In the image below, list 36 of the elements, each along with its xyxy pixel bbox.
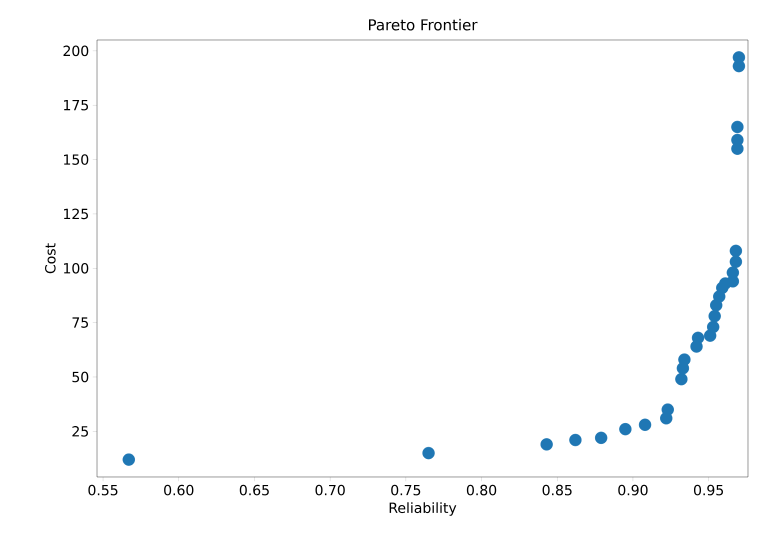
point (692, 332, 704, 344)
x-tick-label: 0.65 (240, 484, 269, 496)
point (122, 453, 135, 466)
point (569, 434, 582, 446)
point (594, 432, 608, 444)
x-tick-label: 0.70 (315, 484, 345, 496)
y-axis-title: Cost (45, 243, 56, 274)
x-axis-title: Reliability (390, 502, 456, 516)
y-tick-label: 150 (64, 154, 88, 165)
y-tick-label: 25 (72, 426, 88, 437)
point (706, 320, 720, 334)
chart-title: Pareto Frontier (369, 18, 478, 30)
point (619, 422, 632, 436)
point (638, 418, 652, 432)
y-tick-label: 200 (64, 46, 88, 56)
point (662, 403, 674, 416)
x-tick-label: 0.90 (618, 484, 648, 496)
point (540, 438, 553, 451)
point (730, 244, 742, 258)
y-tick-label: 125 (64, 208, 88, 220)
x-tick-label: 0.60 (164, 484, 194, 496)
x-tick-label: 0.85 (542, 484, 572, 496)
point (675, 372, 688, 386)
y-tick-label: 50 (72, 372, 88, 382)
x-tick-label: 0.55 (88, 484, 118, 496)
y-tick-label: 175 (64, 100, 88, 110)
point (731, 120, 744, 134)
x-tick-label: 0.95 (694, 484, 723, 496)
y-tick-label: 75 (72, 317, 88, 328)
point (678, 353, 691, 366)
point (422, 446, 435, 460)
x-tick-label: 0.80 (466, 484, 496, 496)
y-tick-label: 100 (64, 262, 88, 274)
x-tick-label: 0.75 (391, 484, 420, 496)
point (730, 256, 742, 268)
point (708, 310, 721, 322)
